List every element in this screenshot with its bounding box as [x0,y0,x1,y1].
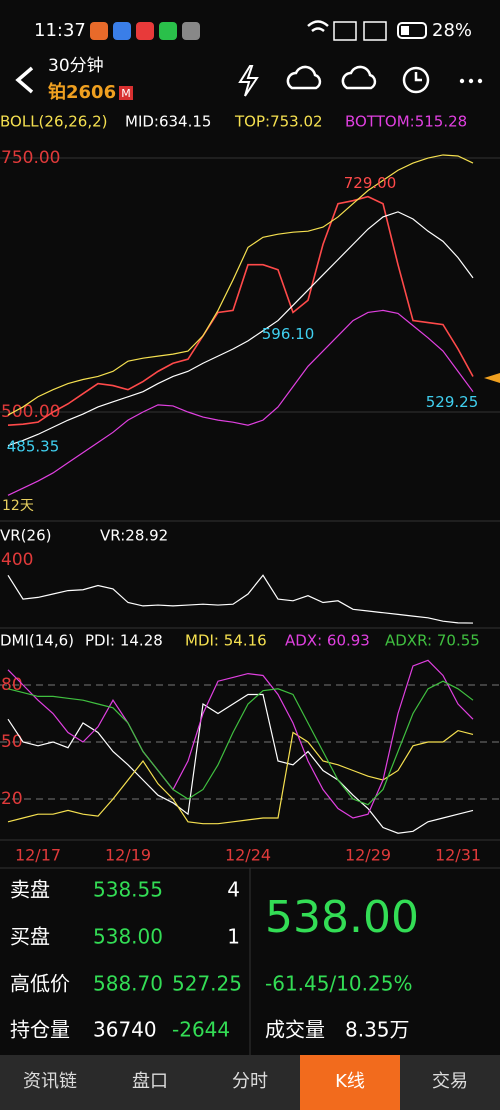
legend-entry: TOP:753.02 [234,113,323,131]
quote-label: 买盘 [10,925,50,949]
clock-icon[interactable] [402,66,430,94]
app-icon [182,22,200,40]
y-tick-label: 500.00 [1,402,60,422]
series-line [7,659,474,819]
quote-value: 4 [227,878,240,902]
x-tick-label: 12/17 [15,846,61,865]
more-button[interactable] [459,78,483,84]
y-tick-label: 20 [1,789,23,809]
indicator-title: DMI(14,6) [0,632,74,650]
price-change: -61.45/10.25% [265,972,412,996]
wifi-icon [307,20,329,33]
quote-value: 527.25 [172,972,242,996]
legend-entry: PDI: 14.28 [85,632,163,650]
app-icon [90,22,108,40]
flash-icon[interactable] [238,65,259,97]
badge: M [121,87,131,100]
x-tick-label: 12/31 [435,846,481,865]
series-line [7,729,474,825]
series-line [7,693,474,834]
tab[interactable]: K线 [335,1071,365,1092]
clock: 11:37 [34,20,86,41]
series-line [7,574,474,624]
indicator-title: BOLL(26,26,2) [0,113,108,131]
price-pointer [484,373,500,383]
tab[interactable]: 资讯链 [23,1071,77,1092]
y-tick-label: 400 [1,550,33,570]
legend-entry: ADX: 60.93 [285,632,370,650]
app-icon [136,22,154,40]
tab-bar [0,1055,500,1110]
price-annotation: 729.00 [344,174,397,192]
clock-hand [414,72,422,82]
series-line [7,195,474,427]
quote-value: 588.70 [93,972,163,996]
series-line [7,680,474,806]
volume-label: 成交量 [265,1018,325,1042]
series-line [7,309,474,496]
signal-icon [333,21,357,41]
quote-label: 持仓量 [10,1018,70,1042]
legend-entry: MDI: 54.16 [185,632,267,650]
quote-value: 1 [227,925,240,949]
tab[interactable]: 盘口 [132,1071,168,1092]
battery-icon [397,22,427,39]
legend-entry: MID:634.15 [125,113,211,131]
volume: 8.35万 [345,1018,410,1042]
x-tick-label: 12/19 [105,846,151,865]
legend-entry: ADXR: 70.55 [385,632,480,650]
price-annotation: 596.10 [262,325,315,343]
badge-bg [119,86,133,100]
price-annotation: 485.35 [7,437,60,455]
y-tick-label: 50 [1,732,23,752]
cloud-download-icon[interactable] [341,65,377,90]
quote-value: 538.00 [93,925,163,949]
quote-label: 卖盘 [10,878,50,902]
back-button[interactable] [15,66,34,94]
quote-value: 538.55 [93,878,163,902]
footnote: 12天 [2,498,34,514]
signal-icon [363,21,387,41]
active-tab-bg [300,1055,400,1110]
indicator-title: VR(26) [0,527,51,545]
series-line [7,211,474,447]
tab[interactable]: 交易 [432,1071,468,1092]
battery-level [401,26,409,35]
series-line [7,154,474,416]
legend-entry: BOTTOM:515.28 [345,113,467,131]
cloud-upload-icon[interactable] [286,65,322,90]
app-icon [113,22,131,40]
price-annotation: 529.25 [426,393,479,411]
quote-label: 高低价 [10,972,70,996]
battery-text: 28% [432,20,472,41]
x-tick-label: 12/24 [225,846,271,865]
x-tick-label: 12/29 [345,846,391,865]
app-icon [159,22,177,40]
tab[interactable]: 分时 [232,1071,268,1092]
last-price: 538.00 [265,892,419,943]
period: 30分钟 [48,56,104,76]
y-tick-label: 750.00 [1,148,60,168]
quote-value: 36740 [93,1018,157,1042]
symbol: 铂2606 [48,81,116,103]
quote-value: -2644 [172,1018,230,1042]
legend-entry: VR:28.92 [100,527,168,545]
